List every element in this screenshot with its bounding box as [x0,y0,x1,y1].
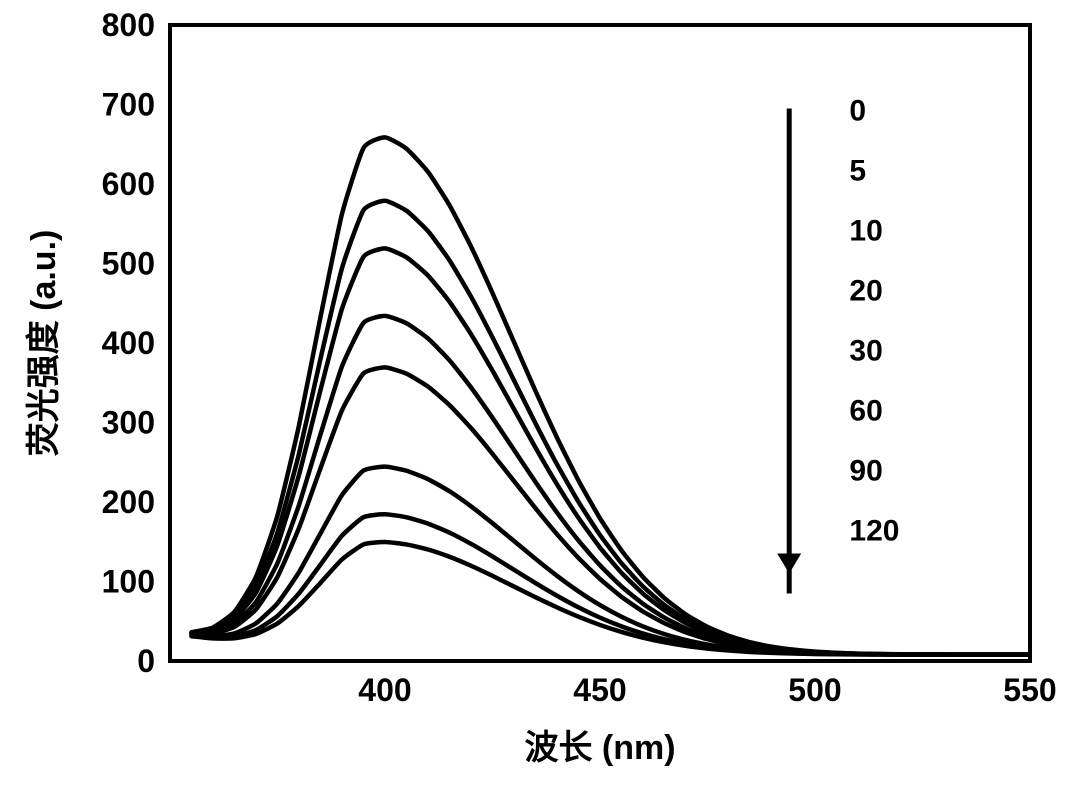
y-axis-label: 荧光强度 (a.u.) [25,230,63,457]
ytick-label: 200 [102,484,155,520]
legend-label: 10 [849,214,882,247]
legend-label: 90 [849,454,882,487]
xtick-label: 550 [1003,672,1056,708]
fluorescence-chart: 0100200300400500600700800400450500550波长 … [0,0,1065,791]
ytick-label: 500 [102,246,155,282]
ytick-label: 100 [102,564,155,600]
legend-label: 0 [849,94,866,127]
chart-svg: 0100200300400500600700800400450500550波长 … [0,0,1065,791]
x-axis-label: 波长 (nm) [524,729,675,767]
xtick-label: 400 [358,672,411,708]
legend-label: 120 [849,514,899,547]
ytick-label: 600 [102,166,155,202]
xtick-label: 500 [788,672,841,708]
legend-label: 60 [849,394,882,427]
xtick-label: 450 [573,672,626,708]
ytick-label: 800 [102,7,155,43]
ytick-label: 0 [137,643,155,679]
legend-label: 30 [849,334,882,367]
ytick-label: 400 [102,325,155,361]
legend-label: 5 [849,154,866,187]
ytick-label: 300 [102,405,155,441]
ytick-label: 700 [102,87,155,123]
legend-label: 20 [849,274,882,307]
